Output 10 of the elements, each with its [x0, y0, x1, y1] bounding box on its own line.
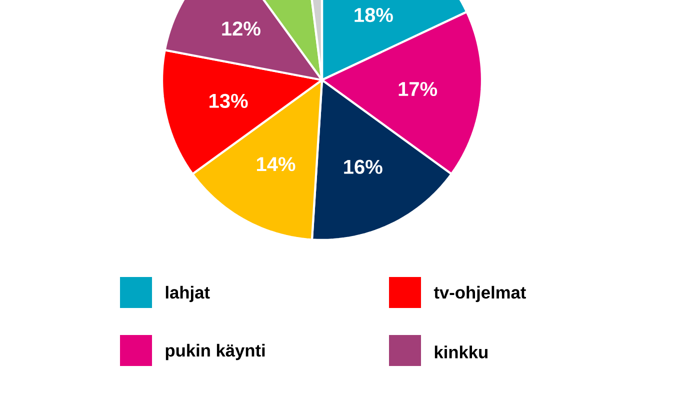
data-label: 18% [354, 8, 393, 22]
data-label: 13% [210, 94, 248, 108]
data-label: 17% [398, 82, 438, 96]
legend-label: tv-ohjelmat [434, 286, 526, 302]
legend-label: pukin käynti [166, 344, 265, 360]
data-label: 14% [256, 157, 296, 172]
legend-label: lahjat [166, 286, 210, 302]
data-label: 16% [344, 160, 382, 174]
legend-label: kinkku [434, 346, 488, 358]
data-label: 12% [222, 21, 260, 36]
